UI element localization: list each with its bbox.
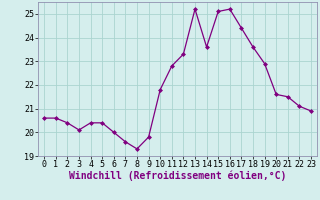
- X-axis label: Windchill (Refroidissement éolien,°C): Windchill (Refroidissement éolien,°C): [69, 171, 286, 181]
